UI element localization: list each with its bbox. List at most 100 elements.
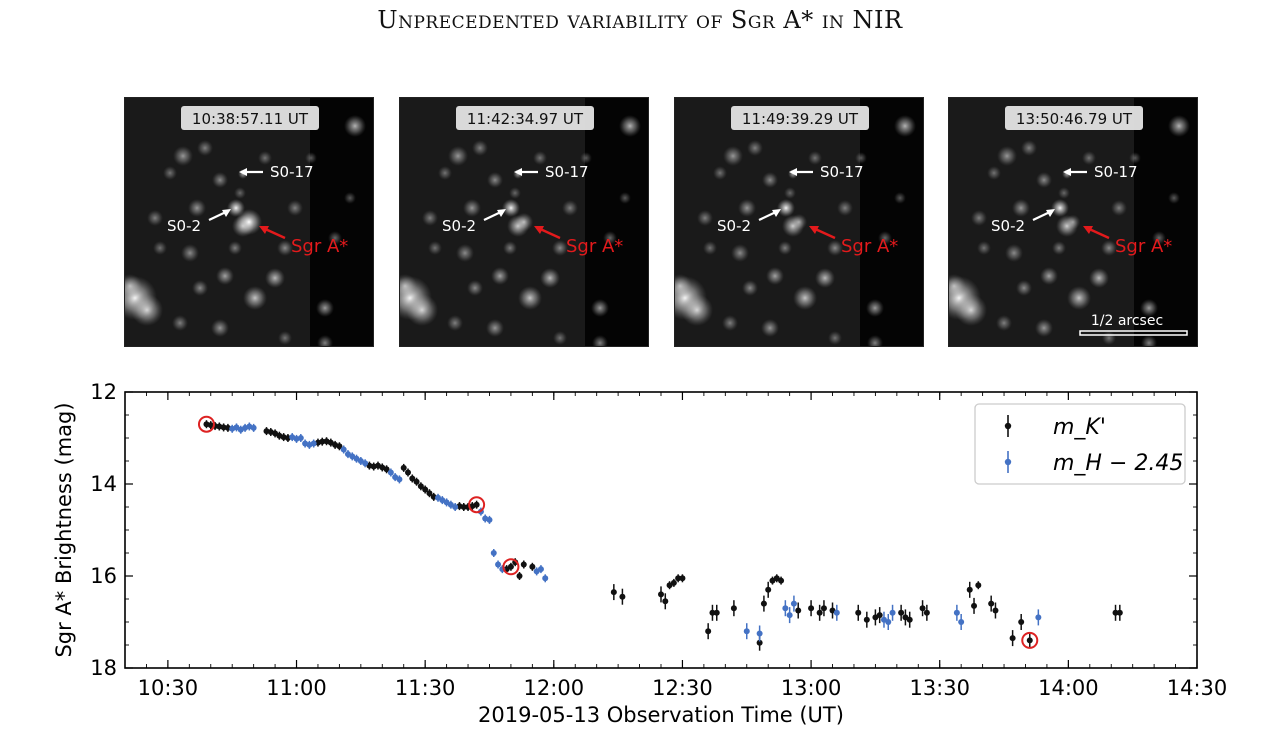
legend-box <box>974 403 1186 485</box>
k-band-point <box>662 598 669 605</box>
s02-star <box>502 199 520 217</box>
h-band-point <box>250 424 257 431</box>
k-band-point <box>756 639 763 646</box>
star <box>305 152 317 164</box>
legend-k-marker <box>1004 422 1012 430</box>
k-band-point <box>417 483 424 490</box>
time-label-box <box>1005 106 1143 130</box>
star <box>147 210 163 226</box>
image-panel-3: 11:49:39.29 UT S0-17 S0-2 Sgr A* <box>674 97 924 347</box>
star <box>815 268 835 288</box>
scale-bar <box>1079 330 1188 336</box>
arrowhead-s017 <box>514 168 522 176</box>
star <box>234 187 246 199</box>
k-band-point <box>820 605 827 612</box>
label-s017: S0-17 <box>820 163 864 181</box>
arrowhead-s02 <box>1046 209 1055 217</box>
k-band-point <box>422 486 429 493</box>
star <box>509 187 521 199</box>
highlight-circle <box>197 415 215 433</box>
star <box>1168 115 1190 137</box>
h-band-point <box>1035 614 1042 621</box>
h-band-point <box>537 566 544 573</box>
k-band-point <box>658 591 664 598</box>
star <box>131 294 163 326</box>
star <box>747 140 763 156</box>
image-panel-1: 10:38:57.11 UT S0-17 S0-2 Sgr A* <box>124 97 374 347</box>
star <box>540 268 560 288</box>
star <box>1102 331 1116 345</box>
k-band-point <box>383 466 390 473</box>
star <box>553 331 567 345</box>
star <box>422 210 438 226</box>
star <box>243 286 267 310</box>
s02-star <box>777 199 795 217</box>
x-tick-label: 14:00 <box>1038 676 1099 700</box>
h-band-point <box>310 440 317 447</box>
y-tick-label: 18 <box>90 656 117 680</box>
star <box>258 151 272 165</box>
star <box>731 244 749 262</box>
star <box>265 268 285 288</box>
star <box>784 187 796 199</box>
star <box>463 199 481 217</box>
k-band-point <box>816 609 823 616</box>
k-band-point <box>520 561 527 568</box>
star <box>172 315 188 331</box>
image-panel-4: 13:50:46.79 UT S0-17 S0-2 Sgr A* 1/2 arcsec <box>948 97 1198 347</box>
star <box>1036 172 1052 188</box>
arrowhead-s017 <box>239 168 247 176</box>
star <box>1058 187 1070 199</box>
k-band-point <box>670 579 677 586</box>
star <box>562 200 578 216</box>
scale-label: 1/2 arcsec <box>1091 313 1163 329</box>
star <box>1012 199 1030 217</box>
star <box>713 166 727 180</box>
sgr-a-source <box>790 213 808 231</box>
star <box>1052 241 1066 255</box>
star <box>344 192 356 204</box>
star <box>681 294 713 326</box>
star <box>793 286 817 310</box>
k-band-point <box>507 563 514 570</box>
star <box>400 274 417 298</box>
star <box>766 267 784 285</box>
k-band-point <box>1018 619 1025 625</box>
k-band-point <box>705 628 712 635</box>
y-tick-label: 14 <box>90 472 117 496</box>
star <box>1021 140 1037 156</box>
star <box>287 200 303 216</box>
k-band-point <box>966 586 973 593</box>
star <box>448 146 468 166</box>
star <box>1067 286 1091 310</box>
star <box>1129 152 1141 164</box>
k-band-point <box>808 605 815 612</box>
k-band-point <box>675 575 682 582</box>
star <box>216 267 234 285</box>
arrowhead-s02 <box>222 209 231 217</box>
time-label-box <box>456 106 594 130</box>
label-s017: S0-17 <box>545 163 589 181</box>
star <box>762 172 778 188</box>
star <box>428 241 442 255</box>
arrowhead-sgr <box>534 226 544 234</box>
star <box>552 240 568 256</box>
star <box>1089 268 1109 288</box>
star <box>955 294 987 326</box>
h-band-point <box>387 469 394 476</box>
h-band-point <box>885 619 892 625</box>
star <box>742 280 758 296</box>
star <box>977 241 991 255</box>
k-band-point <box>975 582 982 589</box>
star <box>878 231 892 245</box>
label-sgr: Sgr A* <box>1115 236 1172 257</box>
h-band-point <box>490 550 497 556</box>
star <box>533 151 547 165</box>
h-band-point <box>297 435 304 441</box>
star <box>761 319 779 337</box>
star <box>486 319 504 337</box>
y-axis-label: Sgr A* Brightness (mag) <box>52 402 76 657</box>
k-band-point <box>1116 609 1123 616</box>
h-band-point <box>452 504 459 510</box>
panel-image: 11:49:39.29 UT S0-17 S0-2 Sgr A* <box>675 98 923 346</box>
